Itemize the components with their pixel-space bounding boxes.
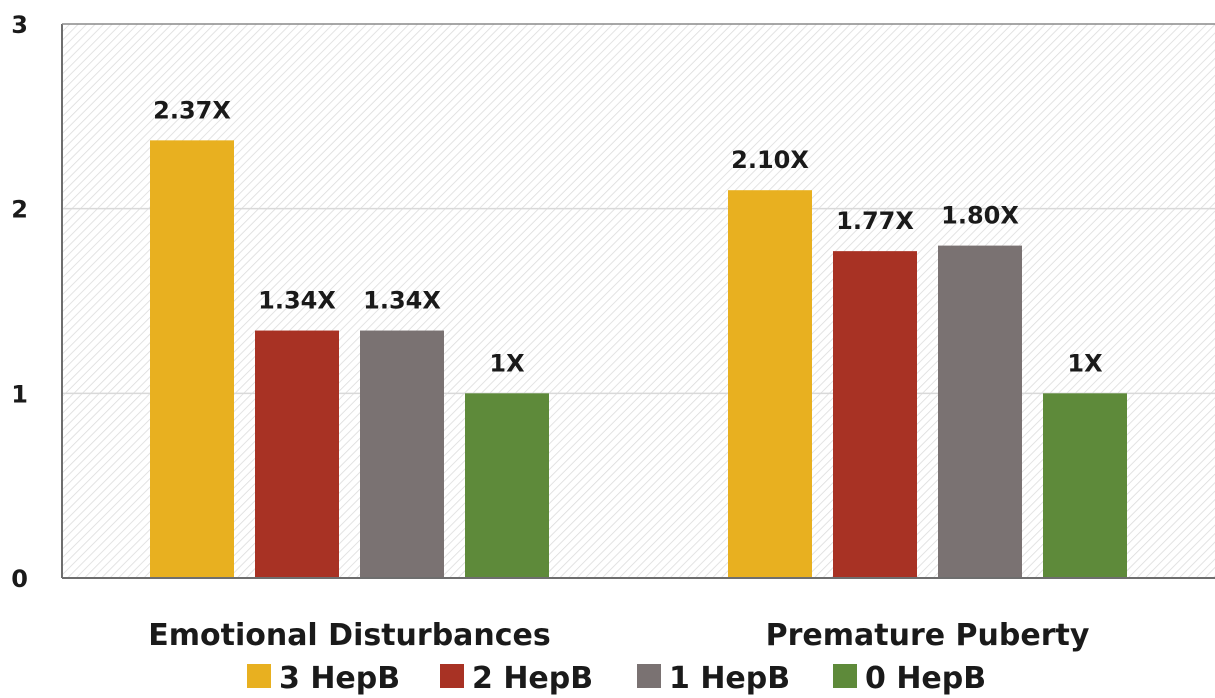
gridlines (62, 207, 1215, 395)
legend-entry: 2 HepB (472, 661, 593, 696)
data-label: 1.34X (363, 287, 441, 315)
legend-swatch (637, 664, 661, 688)
data-label: 2.37X (153, 96, 231, 124)
bar (833, 251, 917, 578)
bar (728, 190, 812, 578)
axes: 0 1 2 3 Emotional Disturbances Premature Pube… (11, 11, 1215, 653)
legend-entry: 0 HepB (865, 661, 986, 696)
bars (150, 140, 1127, 578)
legend-entry: 3 HepB (279, 661, 400, 696)
data-label: 1X (1067, 349, 1103, 377)
bar (465, 393, 549, 578)
data-label: 1.80X (941, 202, 1019, 230)
data-label: 1X (489, 349, 525, 377)
bar (938, 245, 1022, 578)
data-label: 1.77X (836, 207, 914, 235)
y-tick-label: 3 (11, 11, 28, 39)
legend: 3 HepB 2 HepB 1 HepB 0 HepB (247, 661, 986, 696)
data-label: 1.34X (258, 287, 336, 315)
bar (360, 330, 444, 578)
legend-swatch (247, 664, 271, 688)
category-label: Emotional Disturbances (148, 618, 551, 653)
bar (1043, 393, 1127, 578)
legend-swatch (833, 664, 857, 688)
plot-area (62, 24, 1215, 578)
y-tick-label: 2 (11, 196, 28, 224)
bar (255, 330, 339, 578)
legend-swatch (440, 664, 464, 688)
legend-entry: 1 HepB (669, 661, 790, 696)
bar (150, 140, 234, 578)
y-tick-label: 0 (11, 565, 28, 593)
y-tick-label: 1 (11, 380, 28, 408)
data-labels: 2.37X 1.34X 1.34X 1X 2.10X 1.77X 1.80X 1X (153, 96, 1103, 377)
data-label: 2.10X (731, 146, 809, 174)
category-label: Premature Puberty (766, 618, 1090, 653)
